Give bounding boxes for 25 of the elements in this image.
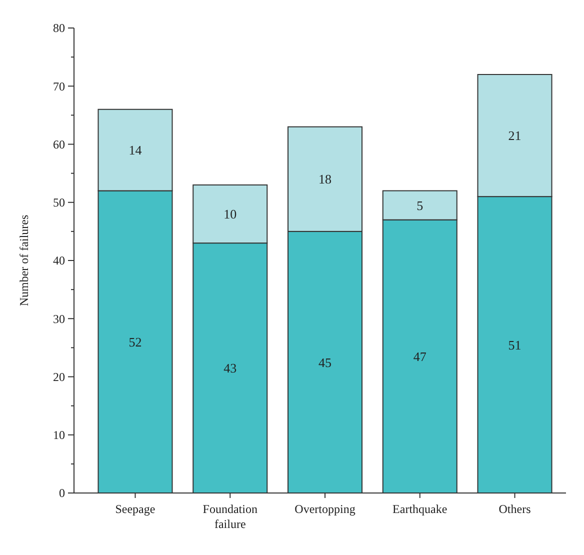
y-tick-label: 50 xyxy=(53,196,65,210)
data-label: 14 xyxy=(128,142,142,158)
y-tick-label: 0 xyxy=(59,486,65,500)
data-label: 45 xyxy=(318,354,332,370)
x-tick-label: Others xyxy=(498,502,532,516)
data-label: 43 xyxy=(224,360,237,376)
data-label: 52 xyxy=(128,334,142,350)
x-tick-label: Earthquake xyxy=(392,502,448,516)
y-tick-label: 30 xyxy=(53,312,65,326)
x-tick-label: Foundation failure xyxy=(202,502,258,531)
data-label: 5 xyxy=(416,198,424,213)
x-tick-label: Seepage xyxy=(115,502,156,516)
data-label: 10 xyxy=(224,206,237,222)
y-axis-title: Number of failures xyxy=(17,214,31,306)
y-tick-label: 80 xyxy=(53,21,65,36)
y-tick-label: 10 xyxy=(53,428,65,442)
y-tick-label: 40 xyxy=(53,254,65,268)
y-tick-label: 60 xyxy=(53,137,65,152)
data-label: 51 xyxy=(508,337,522,352)
x-tick-label: Overtopping xyxy=(294,502,356,516)
y-tick-label: 70 xyxy=(53,79,65,94)
data-label: 21 xyxy=(508,128,522,144)
data-label: 47 xyxy=(413,348,427,364)
y-tick-label: 20 xyxy=(53,370,65,384)
data-label: 18 xyxy=(318,172,332,187)
